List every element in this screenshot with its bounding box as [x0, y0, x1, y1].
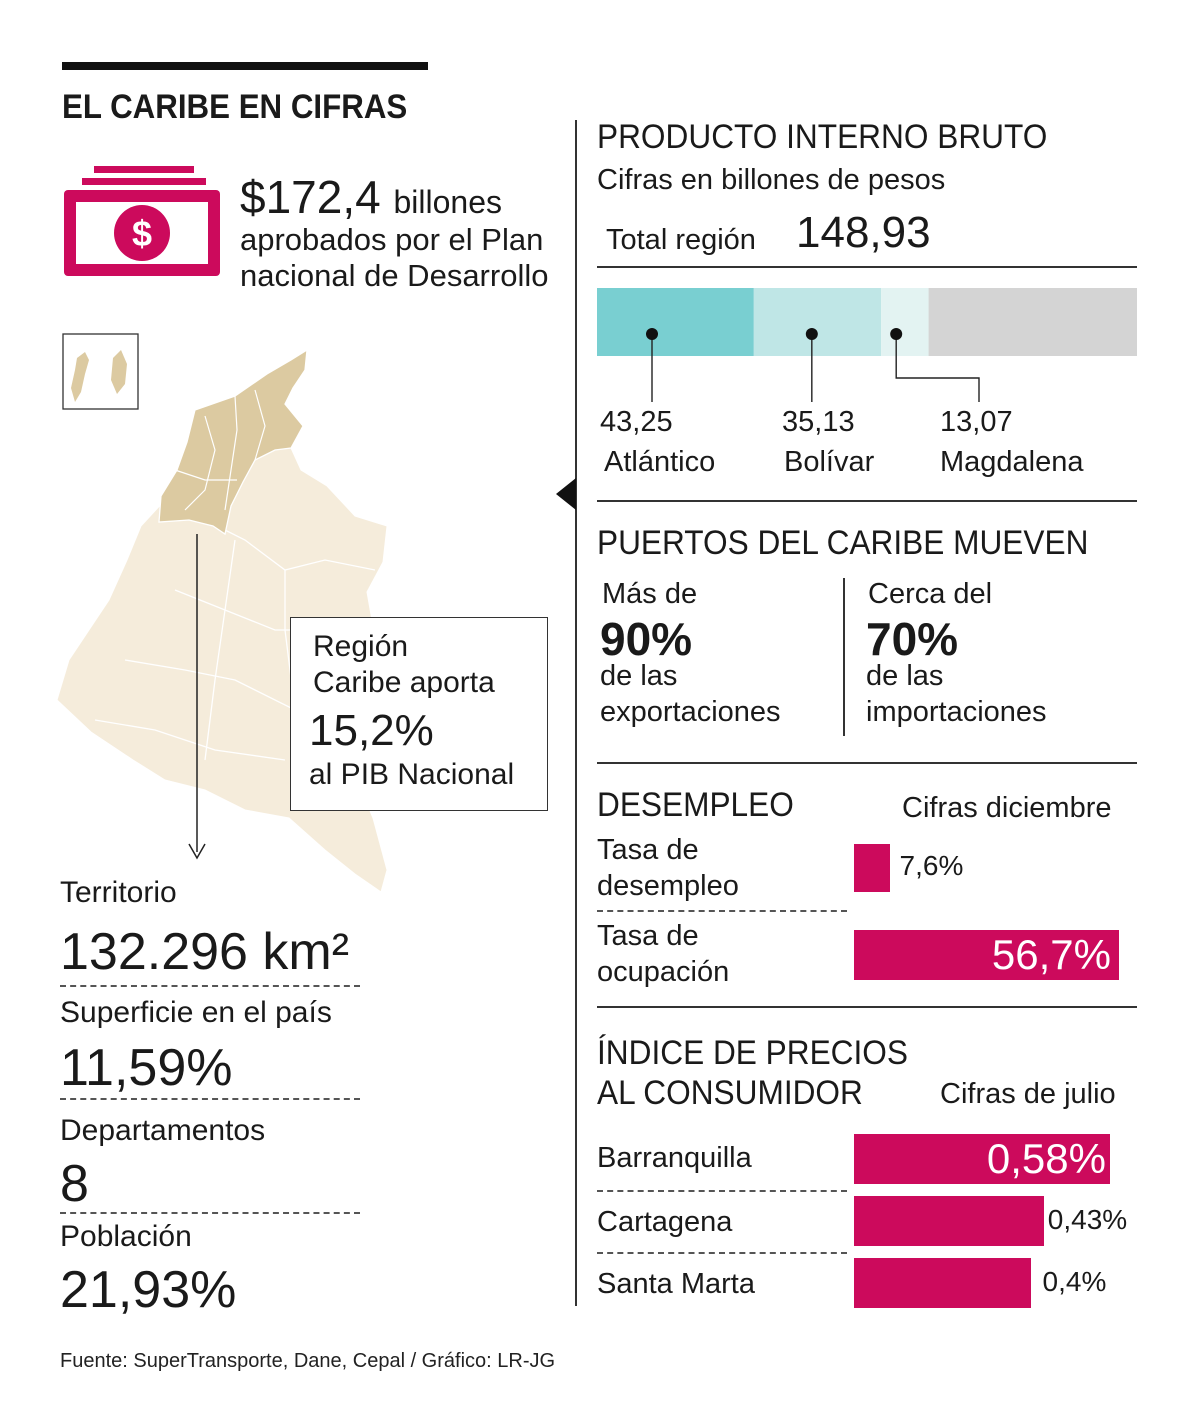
stat-value-territory: 132.296 km² [60, 923, 350, 981]
inset-frame [62, 333, 139, 410]
ipc-bar [854, 1258, 1031, 1308]
row-divider [597, 910, 847, 912]
pib-total-value: 148,93 [796, 208, 931, 257]
plan-description: aprobados por el Plan nacional de Desarr… [240, 222, 580, 294]
plan-amount-value: $172,4 [240, 171, 381, 223]
plan-line-2: nacional de Desarrollo [240, 258, 549, 293]
unemployment-bar-value: 7,6% [899, 850, 964, 881]
caribe-department-borders [174, 389, 266, 511]
pib-leader-line [895, 334, 980, 402]
ipc-bar-value: 0,58% [986, 1135, 1106, 1182]
callout-line-3: al PIB Nacional [309, 758, 515, 791]
pib-value-label: 13,07 [940, 406, 1013, 438]
pib-bar-segment [753, 288, 882, 356]
pib-bar-segment [881, 288, 929, 356]
stat-value-population: 21,93% [60, 1261, 237, 1319]
pib-value-label: 43,25 [600, 406, 673, 438]
stat-label-departments: Departamentos [60, 1114, 266, 1147]
stat-divider [60, 1098, 360, 1100]
stat-label-population: Población [60, 1220, 192, 1253]
ipc-bar-value: 0,4% [1042, 1266, 1107, 1297]
header-rule [62, 62, 428, 70]
ports-exports-post-2: exportaciones [600, 696, 781, 728]
pib-marker-dot [805, 328, 818, 340]
plan-line-1: aprobados por el Plan [240, 222, 544, 257]
column-divider [575, 120, 577, 1306]
unemployment-row-label: desempleo [597, 870, 739, 902]
ports-imports-post-1: de las [866, 660, 944, 692]
plan-amount: $172,4 billones [240, 170, 502, 224]
row-divider [597, 1190, 847, 1192]
money-icon: $ [64, 166, 220, 276]
callout-line-1: Región [313, 630, 409, 663]
unemployment-row-label: Tasa de [597, 834, 699, 866]
section-rule [597, 500, 1137, 502]
ipc-title-line-2: AL CONSUMIDOR [597, 1074, 863, 1112]
providencia-island [111, 350, 127, 394]
ipc-row-label: Cartagena [597, 1206, 733, 1238]
ports-exports-post-1: de las [600, 660, 678, 692]
callout-line-2: Caribe aporta [313, 666, 495, 699]
stat-divider [60, 985, 360, 987]
unemployment-bar: 56,7% [854, 930, 1119, 980]
unemployment-bar [854, 844, 890, 892]
ports-imports-post-2: importaciones [866, 696, 1047, 728]
pib-category-label: Bolívar [784, 446, 875, 478]
stat-divider [60, 1212, 360, 1214]
ports-divider [843, 578, 845, 736]
pib-marker-dot [890, 328, 903, 340]
pib-stacked-bar-chart [597, 288, 1137, 402]
pib-category-label: Magdalena [940, 446, 1084, 478]
unemployment-title: DESEMPLEO [597, 786, 794, 824]
ipc-bar-value: 0,43% [1047, 1204, 1128, 1235]
ports-imports-pre: Cerca del [868, 578, 993, 610]
ipc-bar [854, 1196, 1044, 1246]
pointer-triangle-icon [556, 478, 576, 510]
pib-title: PRODUCTO INTERNO BRUTO [597, 118, 1048, 156]
unemployment-row-label: ocupación [597, 956, 730, 988]
ipc-note: Cifras de julio [940, 1078, 1116, 1110]
pib-rule [597, 266, 1137, 268]
ipc-row-label: Santa Marta [597, 1268, 755, 1300]
unemployment-bar-value: 56,7% [991, 931, 1111, 978]
ipc-bar: 0,58% [854, 1134, 1110, 1184]
san-andres-island [71, 352, 89, 402]
ipc-title-line-1: ÍNDICE DE PRECIOS [597, 1034, 908, 1072]
stat-label-surface: Superficie en el país [60, 996, 332, 1029]
stat-label-territory: Territorio [60, 876, 177, 909]
pib-value-label: 35,13 [782, 406, 855, 438]
callout-value: 15,2% [309, 706, 434, 755]
ports-exports-value: 90% [600, 613, 693, 665]
source-note: Fuente: SuperTransporte, Dane, Cepal / G… [60, 1350, 556, 1372]
pib-category-label: Atlántico [604, 446, 716, 478]
ipc-row-label: Barranquilla [597, 1142, 752, 1174]
stat-value-surface: 11,59% [60, 1039, 233, 1097]
pib-marker-dot [646, 328, 658, 340]
ports-exports-pre: Más de [602, 578, 698, 610]
pib-bar-segment [597, 288, 754, 356]
unemployment-row-label: Tasa de [597, 920, 699, 952]
svg-text:$: $ [132, 213, 152, 254]
section-rule [597, 762, 1137, 764]
pib-bar-remainder [928, 288, 1137, 356]
pib-subtitle: Cifras en billones de pesos [597, 164, 946, 196]
caribe-region [158, 348, 308, 536]
unemployment-note: Cifras diciembre [902, 792, 1112, 824]
page-title: EL CARIBE EN CIFRAS [62, 88, 408, 126]
caribe-contribution-callout: Región Caribe aporta 15,2% al PIB Nacion… [290, 617, 548, 811]
plan-amount-unit: billones [393, 184, 502, 220]
pib-total-label: Total región [606, 224, 756, 256]
row-divider [597, 1252, 847, 1254]
stat-value-departments: 8 [60, 1155, 89, 1213]
ports-imports-value: 70% [866, 613, 959, 665]
section-rule [597, 1006, 1137, 1008]
arrow-head-icon [188, 843, 206, 860]
ports-title: PUERTOS DEL CARIBE MUEVEN [597, 524, 1089, 562]
